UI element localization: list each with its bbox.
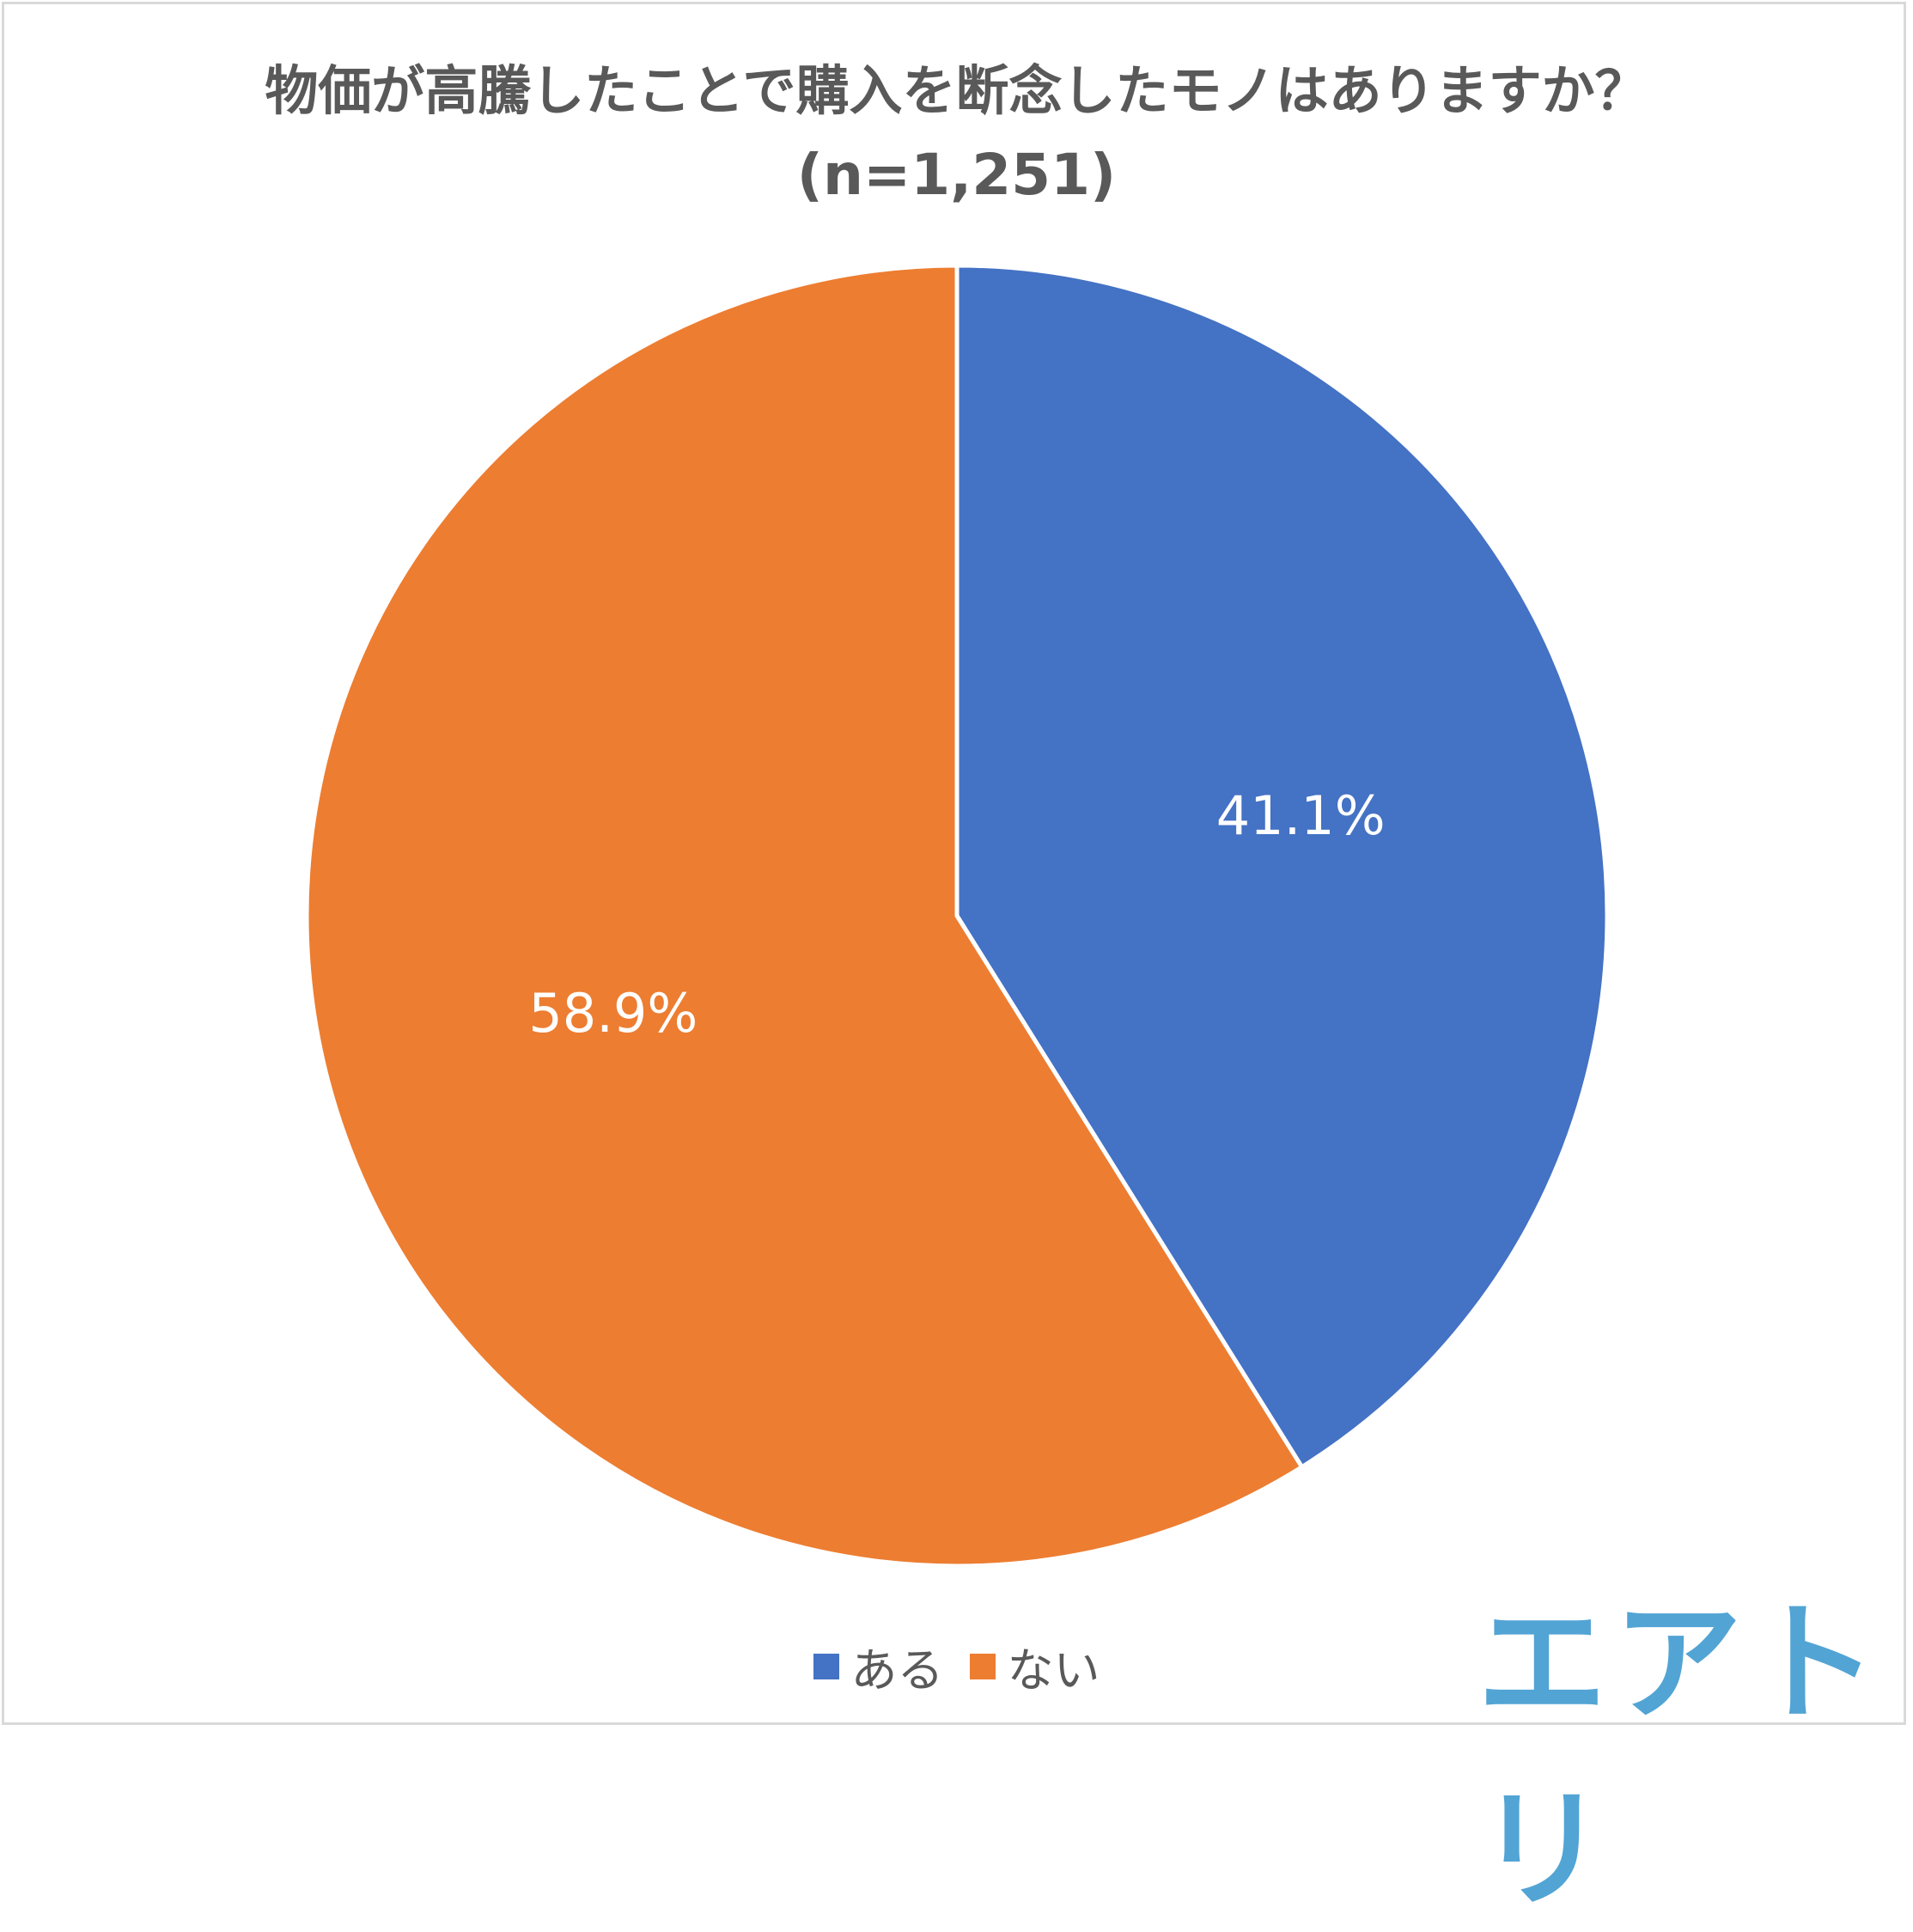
chart-title: 物価が高騰したことで購入を断念したモノはありますか？ <box>265 59 1648 122</box>
legend-swatch <box>813 1653 839 1679</box>
legend-swatch <box>969 1653 996 1679</box>
pie-slice-0 <box>954 263 1610 1471</box>
legend-label: ある <box>850 1643 944 1697</box>
pie-slice-1 <box>304 263 1306 1569</box>
legend: ある ない <box>0 1632 1913 1700</box>
airtrip-logo: エアトリ <box>1477 1589 1886 1925</box>
chart-subtitle: (n=1,251) <box>796 142 1117 208</box>
data-label-1: 58.9% <box>528 982 698 1045</box>
legend-item-aru: ある <box>813 1632 944 1700</box>
legend-label: ない <box>1007 1643 1100 1697</box>
chart-frame <box>2 2 1906 1725</box>
data-label-0: 41.1% <box>1216 784 1386 847</box>
legend-item-nai: ない <box>969 1632 1100 1700</box>
pie-chart: 41.1% 58.9% <box>304 263 1610 1569</box>
